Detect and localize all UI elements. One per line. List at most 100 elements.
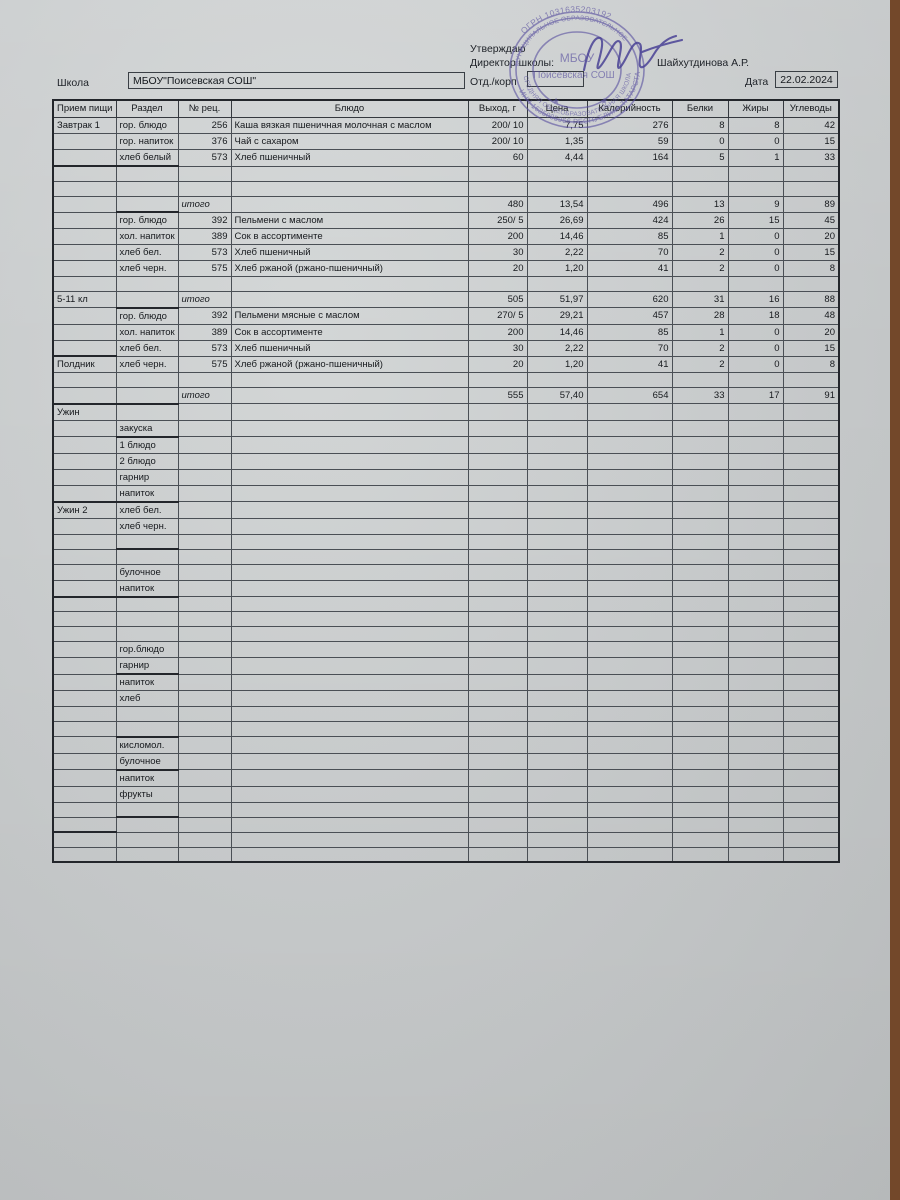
cell-cal[interactable]: 70 — [586, 244, 673, 261]
cell-meal[interactable] — [52, 626, 117, 642]
cell-fat[interactable] — [727, 501, 784, 519]
cell-rec[interactable] — [177, 769, 232, 787]
cell-fat[interactable] — [727, 403, 784, 421]
cell-meal[interactable] — [52, 752, 117, 770]
cell-carb[interactable]: 15 — [782, 133, 840, 150]
cell-carb[interactable] — [782, 484, 840, 502]
cell-dish[interactable] — [230, 831, 469, 848]
cell-out[interactable]: 200 — [467, 323, 528, 341]
cell-cal[interactable]: 164 — [586, 149, 673, 167]
cell-section[interactable]: напиток — [115, 769, 179, 787]
cell-carb[interactable] — [782, 816, 840, 833]
cell-section[interactable]: булочное — [115, 752, 179, 771]
cell-out[interactable]: 200/ 10 — [467, 117, 528, 134]
cell-section[interactable] — [115, 846, 179, 863]
table-row[interactable]: гарнир — [52, 657, 840, 675]
cell-price[interactable] — [526, 736, 588, 754]
cell-price[interactable] — [526, 626, 588, 642]
table-row[interactable] — [52, 801, 840, 818]
cell-cal[interactable] — [586, 752, 673, 770]
table-row[interactable]: фрукты — [52, 785, 840, 803]
cell-fat[interactable] — [727, 165, 784, 182]
cell-dish[interactable]: Хлеб ржаной (ржано-пшеничный) — [230, 260, 469, 277]
cell-carb[interactable] — [782, 706, 840, 722]
cell-prot[interactable] — [671, 801, 729, 818]
cell-rec[interactable] — [177, 452, 232, 470]
cell-price[interactable] — [526, 641, 588, 658]
cell-prot[interactable] — [671, 533, 729, 550]
table-row[interactable]: Полдник хлеб черн. 575 Хлеб ржаной (ржано-п… — [52, 355, 840, 373]
cell-out[interactable]: 505 — [467, 291, 528, 308]
table-row[interactable] — [52, 372, 840, 388]
cell-dish[interactable]: Хлеб пшеничный — [230, 244, 469, 261]
cell-rec[interactable] — [177, 611, 232, 627]
cell-out[interactable] — [467, 563, 528, 581]
cell-out[interactable] — [467, 611, 528, 627]
table-row[interactable]: гор. напиток 376 Чай с сахаром 200/ 10 1,35 5… — [52, 133, 840, 150]
table-row[interactable]: Ужин 2 хлеб бел. — [52, 501, 840, 519]
table-row[interactable]: Ужин — [52, 403, 840, 421]
cell-cal[interactable] — [586, 468, 673, 486]
cell-rec[interactable] — [177, 501, 232, 519]
cell-cal[interactable] — [586, 579, 673, 597]
cell-out[interactable]: 200 — [467, 228, 528, 245]
cell-meal[interactable] — [52, 785, 117, 803]
cell-prot[interactable] — [671, 452, 729, 470]
cell-dish[interactable]: Чай с сахаром — [230, 133, 469, 150]
cell-meal[interactable]: Ужин — [52, 403, 117, 421]
cell-rec[interactable]: 376 — [177, 133, 232, 150]
cell-rec[interactable] — [177, 276, 232, 292]
table-row[interactable]: булочное — [52, 563, 840, 581]
cell-fat[interactable]: 9 — [727, 195, 784, 213]
table-row[interactable] — [52, 626, 840, 642]
cell-price[interactable] — [526, 690, 588, 707]
cell-cal[interactable]: 620 — [586, 291, 673, 308]
cell-carb[interactable] — [782, 579, 840, 597]
cell-section[interactable] — [115, 611, 179, 627]
cell-rec[interactable] — [177, 533, 232, 550]
cell-prot[interactable] — [671, 484, 729, 502]
table-row[interactable] — [52, 165, 840, 182]
cell-fat[interactable]: 0 — [727, 133, 784, 150]
cell-dish[interactable] — [230, 180, 469, 197]
cell-carb[interactable] — [782, 419, 840, 437]
cell-prot[interactable] — [671, 641, 729, 658]
cell-dish[interactable] — [230, 484, 469, 502]
cell-meal[interactable] — [52, 769, 117, 787]
cell-dish[interactable] — [230, 706, 469, 722]
table-row[interactable]: булочное — [52, 752, 840, 771]
cell-price[interactable]: 14,46 — [526, 323, 588, 341]
table-row[interactable]: хлеб черн. — [52, 517, 840, 535]
cell-section[interactable]: хлеб белый — [115, 149, 179, 167]
cell-rec[interactable]: 573 — [177, 244, 232, 261]
cell-cal[interactable]: 496 — [586, 195, 673, 213]
cell-carb[interactable] — [782, 452, 840, 470]
cell-out[interactable]: 250/ 5 — [467, 211, 528, 229]
cell-dish[interactable] — [230, 563, 469, 581]
cell-carb[interactable] — [782, 626, 840, 642]
cell-prot[interactable] — [671, 548, 729, 565]
cell-out[interactable] — [467, 468, 528, 486]
cell-dish[interactable] — [230, 501, 469, 519]
cell-prot[interactable]: 0 — [671, 133, 729, 150]
cell-meal[interactable] — [52, 673, 117, 691]
cell-meal[interactable] — [52, 736, 117, 754]
cell-carb[interactable]: 20 — [782, 228, 840, 245]
cell-fat[interactable]: 0 — [727, 323, 784, 341]
cell-cal[interactable] — [586, 517, 673, 535]
cell-out[interactable]: 555 — [467, 387, 528, 404]
cell-section[interactable]: хлеб бел. — [115, 339, 179, 357]
cell-carb[interactable] — [782, 831, 840, 848]
cell-meal[interactable] — [52, 244, 117, 261]
cell-section[interactable]: хлеб черн. — [115, 355, 179, 373]
table-row[interactable]: напиток — [52, 673, 840, 691]
cell-section[interactable]: фрукты — [115, 785, 179, 803]
cell-cal[interactable] — [586, 846, 673, 863]
cell-section[interactable]: гарнир — [115, 657, 179, 675]
table-row[interactable]: хлеб белый 573 Хлеб пшеничный 60 4,44 164 5 1 33 — [52, 149, 840, 167]
cell-carb[interactable] — [782, 372, 840, 388]
date-field[interactable]: 22.02.2024 — [775, 71, 838, 88]
cell-meal[interactable] — [52, 596, 117, 612]
cell-fat[interactable] — [727, 533, 784, 550]
cell-out[interactable] — [467, 657, 528, 675]
